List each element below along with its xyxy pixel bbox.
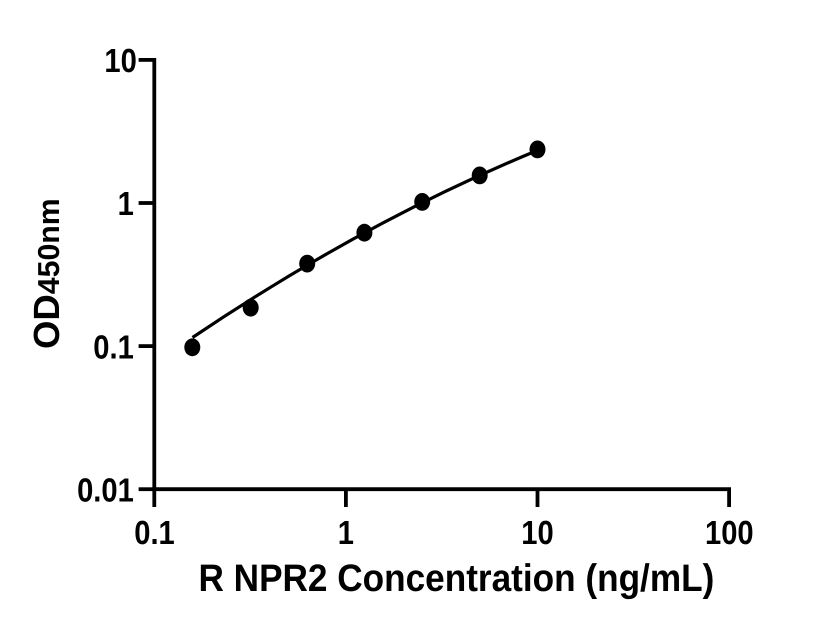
svg-text:0.1: 0.1 bbox=[134, 515, 175, 552]
svg-text:0.01: 0.01 bbox=[77, 472, 134, 509]
svg-text:100: 100 bbox=[705, 515, 754, 552]
svg-text:OD450nm: OD450nm bbox=[26, 198, 67, 349]
svg-text:1: 1 bbox=[118, 186, 134, 223]
svg-text:R NPR2 Concentration (ng/mL): R NPR2 Concentration (ng/mL) bbox=[199, 557, 715, 600]
svg-text:10: 10 bbox=[104, 43, 136, 80]
svg-text:0.1: 0.1 bbox=[93, 329, 134, 366]
svg-text:1: 1 bbox=[338, 515, 354, 552]
svg-text:10: 10 bbox=[521, 515, 553, 552]
